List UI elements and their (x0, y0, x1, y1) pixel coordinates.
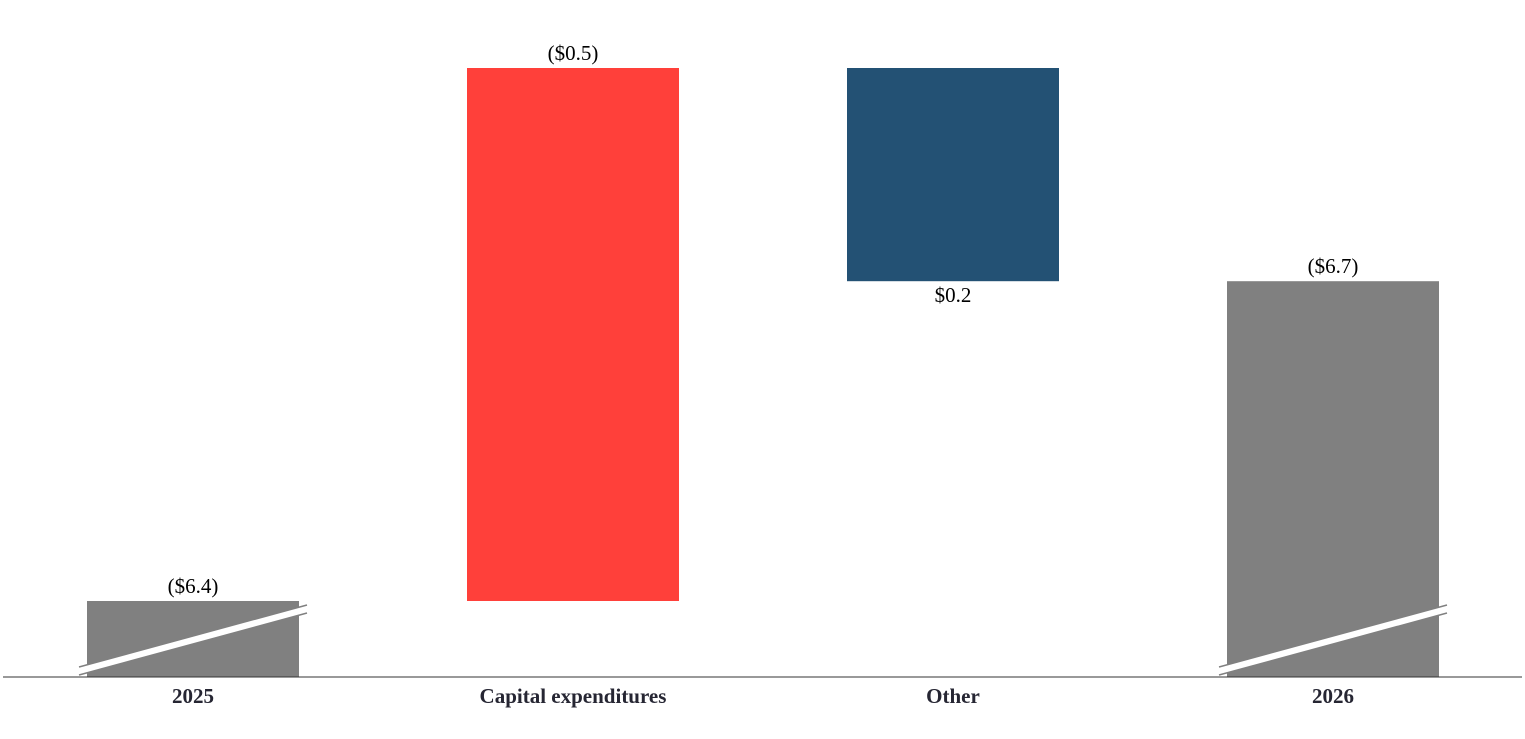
x-tick-label: Capital expenditures (480, 684, 667, 708)
data-label: ($6.7) (1308, 254, 1359, 278)
data-label: ($0.5) (548, 41, 599, 65)
bar (467, 68, 679, 601)
data-label: $0.2 (935, 283, 972, 307)
axis-break (79, 605, 307, 675)
axis-break (1219, 605, 1447, 675)
bar (1227, 281, 1439, 677)
axis-break-edge (78, 604, 308, 668)
x-tick-label: 2026 (1312, 684, 1354, 708)
axis-break-edge (1218, 612, 1448, 676)
x-tick-label: 2025 (172, 684, 214, 708)
axis-break-edge (1218, 604, 1448, 668)
data-label: ($6.4) (168, 574, 219, 598)
bar (847, 68, 1059, 282)
axis-break-edge (78, 612, 308, 676)
x-tick-label: Other (926, 684, 980, 708)
